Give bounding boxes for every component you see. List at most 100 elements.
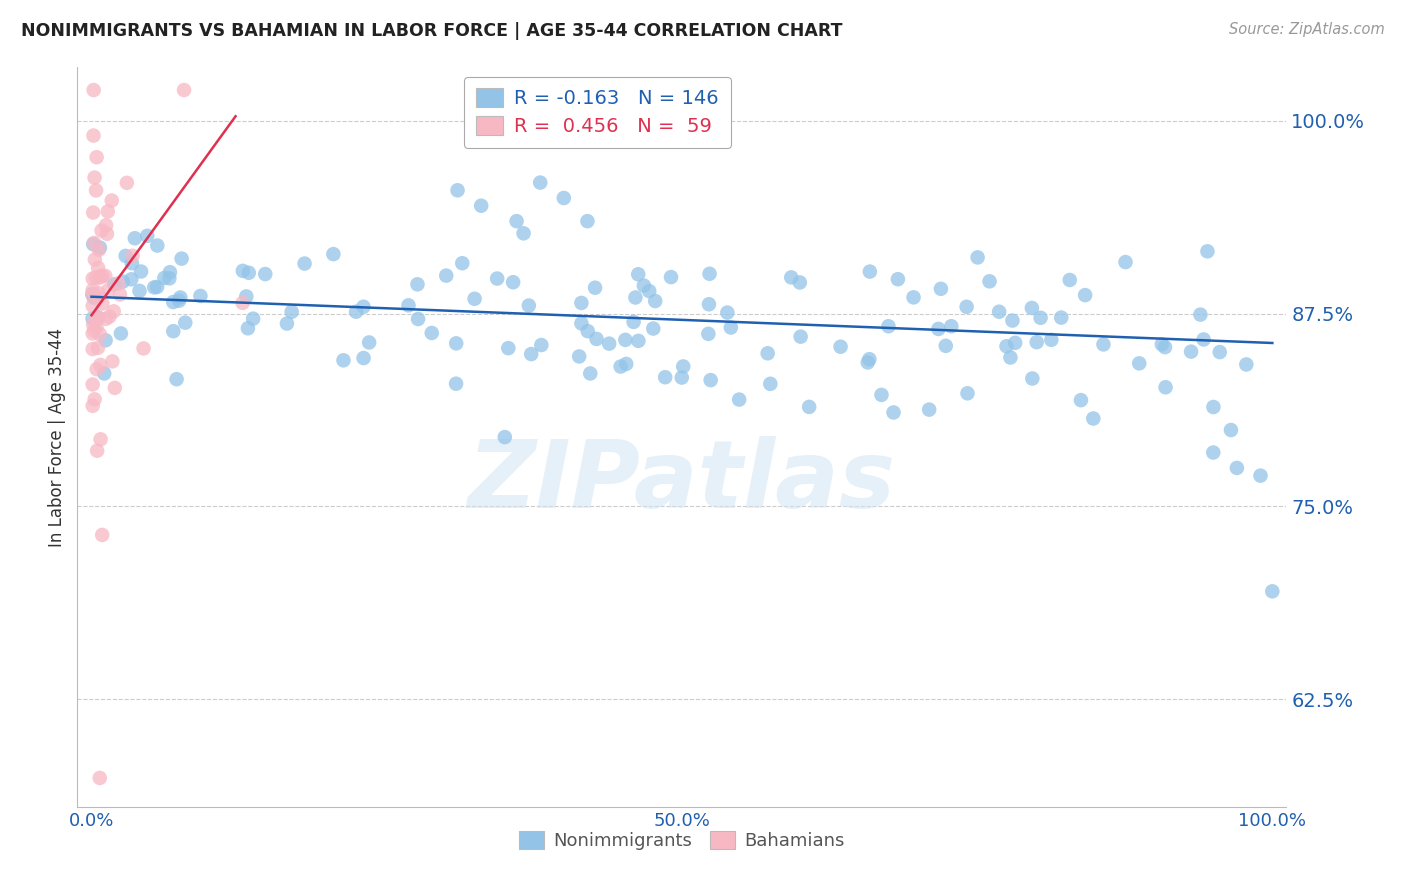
Point: [89, 241, 111, 255]
Point: [609, 359, 631, 374]
Point: [98, 310, 121, 324]
Point: [124, 231, 146, 245]
Point: [94, 218, 117, 232]
Point: [780, 270, 803, 285]
Point: [235, 289, 257, 303]
Point: [789, 276, 811, 290]
Point: [87, 260, 110, 275]
Point: [598, 336, 620, 351]
Point: [1150, 337, 1173, 351]
Point: [887, 272, 910, 286]
Point: [167, 293, 190, 308]
Point: [96, 227, 118, 241]
Point: [82, 283, 104, 297]
Point: [108, 287, 131, 301]
Point: [505, 214, 527, 228]
Point: [90, 433, 112, 447]
Point: [512, 227, 534, 241]
Point: [82, 342, 104, 356]
Point: [159, 265, 181, 279]
Point: [517, 299, 540, 313]
Point: [1180, 344, 1202, 359]
Point: [114, 249, 136, 263]
Point: [470, 199, 492, 213]
Point: [935, 339, 957, 353]
Point: [190, 289, 212, 303]
Point: [571, 296, 593, 310]
Point: [502, 275, 524, 289]
Point: [633, 278, 655, 293]
Point: [162, 295, 184, 310]
Point: [87, 243, 110, 257]
Point: [86, 312, 108, 326]
Point: [444, 376, 467, 391]
Point: [644, 293, 666, 308]
Point: [918, 402, 941, 417]
Point: [83, 83, 105, 97]
Point: [759, 376, 782, 391]
Point: [173, 83, 195, 97]
Point: [174, 316, 197, 330]
Point: [1154, 380, 1177, 394]
Point: [1074, 288, 1097, 302]
Point: [571, 317, 593, 331]
Point: [1000, 351, 1022, 365]
Point: [121, 249, 143, 263]
Point: [86, 362, 108, 376]
Point: [1050, 310, 1073, 325]
Point: [671, 370, 693, 384]
Point: [659, 270, 682, 285]
Point: [1040, 333, 1063, 347]
Point: [614, 333, 637, 347]
Point: [941, 319, 963, 334]
Point: [624, 291, 647, 305]
Point: [643, 321, 665, 335]
Point: [756, 346, 779, 360]
Point: [579, 367, 602, 381]
Point: [576, 324, 599, 338]
Point: [697, 326, 720, 341]
Text: NONIMMIGRANTS VS BAHAMIAN IN LABOR FORCE | AGE 35-44 CORRELATION CHART: NONIMMIGRANTS VS BAHAMIAN IN LABOR FORCE…: [21, 22, 842, 40]
Point: [716, 305, 738, 319]
Point: [89, 291, 111, 305]
Point: [420, 326, 443, 340]
Point: [623, 315, 645, 329]
Point: [128, 284, 150, 298]
Point: [671, 885, 693, 892]
Point: [627, 334, 650, 348]
Point: [146, 280, 169, 294]
Point: [254, 267, 277, 281]
Point: [359, 335, 381, 350]
Point: [107, 277, 129, 291]
Point: [446, 183, 468, 197]
Point: [406, 277, 429, 292]
Point: [859, 264, 882, 278]
Point: [153, 271, 176, 285]
Point: [672, 359, 695, 374]
Point: [444, 336, 467, 351]
Point: [82, 287, 104, 301]
Point: [1115, 255, 1137, 269]
Point: [322, 247, 344, 261]
Point: [966, 251, 988, 265]
Point: [858, 352, 880, 367]
Point: [86, 320, 108, 334]
Point: [82, 205, 104, 219]
Point: [614, 357, 637, 371]
Point: [82, 288, 104, 302]
Point: [83, 170, 105, 185]
Point: [1029, 310, 1052, 325]
Point: [585, 332, 607, 346]
Point: [638, 284, 661, 298]
Point: [143, 280, 166, 294]
Point: [568, 350, 591, 364]
Point: [529, 176, 551, 190]
Point: [1021, 301, 1043, 315]
Point: [82, 237, 104, 252]
Point: [929, 282, 952, 296]
Point: [111, 275, 134, 289]
Point: [344, 304, 367, 318]
Point: [1192, 333, 1215, 347]
Point: [86, 443, 108, 458]
Point: [97, 204, 120, 219]
